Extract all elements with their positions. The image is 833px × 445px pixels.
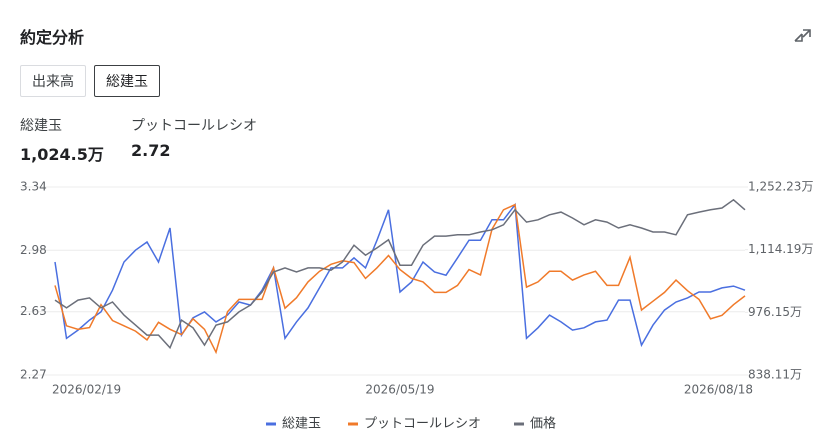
tabs: 出来高 総建玉 [20, 65, 160, 97]
legend-swatch [348, 422, 358, 426]
legend-label: 総建玉 [282, 417, 321, 432]
y-tick-label: 3.34 [20, 180, 47, 194]
y-tick-label: 2.63 [20, 304, 47, 318]
y2-tick-label: 838.11万 [748, 368, 802, 382]
stat-value: 1,024.5万 [20, 145, 104, 164]
x-tick-label: 2026/02/19 [52, 383, 121, 397]
y-tick-label: 2.98 [20, 243, 47, 257]
y2-tick-label: 1,114.19万 [748, 242, 813, 256]
expand-icon[interactable] [794, 29, 811, 42]
stat-label: プットコールレシオ [131, 118, 257, 134]
y2-tick-label: 976.15万 [748, 305, 802, 319]
stat: 総建玉 1,024.5万 [20, 115, 104, 165]
tab-active[interactable]: 総建玉 [94, 65, 160, 97]
y2-tick-label: 1,252.23万 [748, 180, 813, 194]
stat-label: 総建玉 [20, 118, 62, 134]
series-line [54, 203, 746, 355]
series-line [54, 198, 746, 350]
x-tick-label: 2026/08/18 [684, 383, 753, 397]
x-tick-label: 2026/05/19 [365, 383, 434, 397]
series-line [54, 202, 746, 348]
legend-label: プットコールレシオ [364, 417, 481, 432]
legend-swatch [514, 422, 524, 426]
tab[interactable]: 出来高 [20, 65, 86, 97]
legend-label: 価格 [530, 416, 556, 432]
y-tick-label: 2.27 [20, 368, 47, 382]
legend-swatch [266, 422, 276, 426]
panel-title: 約定分析 [20, 28, 85, 47]
stat: プットコールレシオ 2.72 [131, 115, 257, 160]
stat-value: 2.72 [131, 141, 171, 160]
